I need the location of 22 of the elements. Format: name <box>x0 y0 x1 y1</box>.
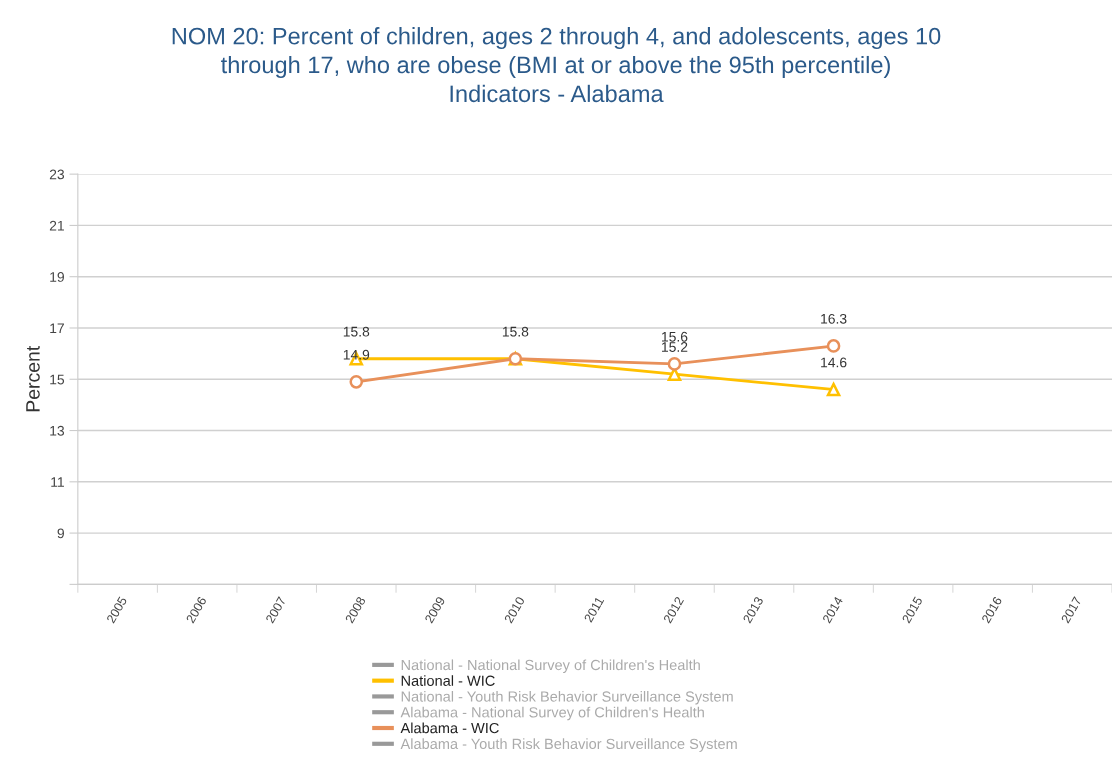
chart-title: NOM 20: Percent of children, ages 2 through 4, and adolescents, ages 10 through 17, who are obese (BMI at or above the 95th percentile) Indicators - Alabama <box>172 27 941 103</box>
legend-label: Alabama - National Survey of Children's Health <box>400 706 704 721</box>
y-tick-label: 9 <box>57 528 64 539</box>
legend-label: Alabama - Youth Risk Behavior Surveillance System <box>400 738 737 752</box>
data-label: 14.6 <box>821 357 847 368</box>
y-tick-label: 17 <box>50 323 64 334</box>
y-tick-label: 15 <box>50 374 65 385</box>
y-tick-label: 13 <box>50 425 65 436</box>
y-axis-title: Percent <box>26 345 40 412</box>
y-tick-label: 19 <box>50 272 64 282</box>
data-label: 16.3 <box>821 313 847 324</box>
data-label: 15.8 <box>343 326 370 337</box>
data-label: 15.8 <box>502 326 529 337</box>
legend-label: National - WIC <box>401 675 495 686</box>
y-tick-label: 23 <box>49 169 65 180</box>
data-label: 15.6 <box>662 331 688 342</box>
legend-label: National - Youth Risk Behavior Surveillance System <box>401 690 733 705</box>
y-tick-label: 21 <box>49 220 64 231</box>
data-label: 15.2 <box>662 342 688 352</box>
y-tick-label: 11 <box>51 477 64 487</box>
legend-label: Alabama - WIC <box>400 722 499 734</box>
legend-label: National - National Survey of Children's Health <box>401 659 700 674</box>
